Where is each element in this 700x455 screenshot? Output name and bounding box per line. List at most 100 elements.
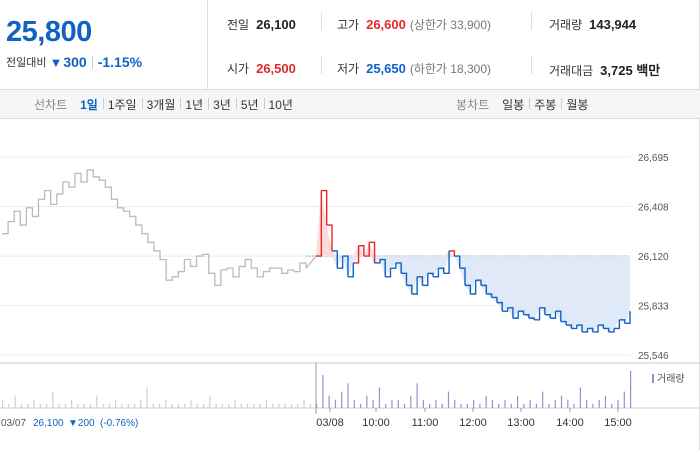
- volume-bar: [265, 399, 267, 408]
- volume-bar: [83, 403, 85, 408]
- today-series-segment: [417, 276, 424, 286]
- tab-3month[interactable]: 3개월: [141, 96, 181, 113]
- today-series-segment: [411, 276, 418, 295]
- volume-bar: [102, 403, 104, 408]
- change-label: 전일대비: [6, 57, 47, 69]
- today-series-segment: [480, 284, 488, 294]
- tab-monthly-candle[interactable]: 월봉: [561, 96, 593, 113]
- volume-bar: [209, 395, 211, 408]
- volume-bar: [479, 403, 481, 408]
- tab-1year[interactable]: 1년: [180, 96, 208, 113]
- x-tick-label: 10:00: [362, 417, 390, 429]
- today-series-segment: [438, 267, 445, 274]
- stat-label: 거래량: [549, 18, 583, 32]
- volume-bar: [623, 391, 625, 408]
- tab-weekly-candle[interactable]: 주봉: [529, 96, 561, 113]
- volume-bar: [140, 399, 142, 408]
- volume-bar: [604, 395, 607, 408]
- volume-bar: [2, 399, 4, 408]
- x-axis-ticks: 03/08 10:00 11:00 12:00 13:00 14:00 15:00: [316, 408, 632, 429]
- volume-bar: [416, 383, 418, 408]
- today-series-segment: [385, 268, 392, 278]
- volume-bar: [353, 399, 355, 408]
- volume-bar: [272, 403, 274, 408]
- today-series-segment: [592, 325, 599, 333]
- tab-1week[interactable]: 1주일: [102, 96, 142, 113]
- volume-bar: [133, 403, 136, 408]
- volume-bar: [96, 395, 98, 408]
- today-series-segment: [379, 258, 386, 277]
- volume-bar: [586, 399, 588, 408]
- volume-bar: [366, 395, 368, 408]
- tab-daily-candle[interactable]: 일봉: [502, 98, 525, 112]
- volume-bar: [71, 399, 73, 408]
- today-series-segment: [363, 242, 370, 257]
- previous-day-series: [2, 169, 307, 287]
- y-tick-label: 26,120: [638, 252, 669, 263]
- volume-bar: [121, 403, 123, 408]
- today-series-segment: [347, 262, 354, 278]
- volume-bar: [341, 391, 343, 408]
- today-series-segment: [491, 296, 498, 303]
- stat-value: 26,600: [366, 17, 406, 32]
- volume-bar: [177, 403, 180, 408]
- volume-bar: [617, 399, 619, 408]
- volume-bar: [33, 399, 35, 408]
- today-series-segment: [544, 313, 551, 319]
- volume-bar: [554, 399, 556, 408]
- x-tick-label: 11:00: [412, 417, 439, 429]
- volume-bar: [39, 403, 41, 408]
- previous-day-line: [2, 169, 317, 287]
- stat-amount: 거래대금 3,725 백만: [549, 60, 660, 79]
- volume-bar: [246, 403, 249, 408]
- tab-3year[interactable]: 3년: [208, 96, 236, 113]
- today-series-segment: [614, 319, 621, 330]
- volume-bar: [548, 403, 550, 408]
- grid: [0, 156, 700, 414]
- volume-legend-label: 거래량: [657, 373, 685, 385]
- stat-low: 저가 25,650 (하한가 18,300): [337, 60, 491, 77]
- volume-bar: [516, 395, 519, 408]
- today-series-segment: [358, 245, 365, 257]
- today-series-segment: [507, 307, 514, 319]
- volume-bar: [240, 403, 242, 408]
- volume-bar: [359, 403, 362, 408]
- stats-grid: 전일 26,100 고가 26,600 (상한가 33,900) 거래량 143…: [209, 0, 699, 90]
- volume-bar: [328, 395, 330, 408]
- down-triangle-icon: ▼: [49, 54, 63, 70]
- today-price-line: [316, 189, 631, 333]
- line-chart-tabs: 선차트 1일 1주일 3개월 1년 3년 5년 10년: [34, 90, 298, 119]
- today-series-segment: [603, 327, 610, 332]
- volume-bar: [454, 399, 456, 408]
- volume-bar: [391, 399, 393, 408]
- today-series-segment: [512, 311, 519, 319]
- volume-bar: [523, 403, 525, 408]
- today-series-segment: [326, 224, 333, 251]
- y-tick-label: 25,833: [638, 302, 669, 313]
- stat-label: 시가: [227, 62, 250, 76]
- volume-bar: [253, 403, 255, 408]
- today-series-segment: [390, 262, 397, 269]
- today-series-segment: [395, 262, 402, 274]
- tab-5year[interactable]: 5년: [235, 96, 264, 113]
- volume-bar: [422, 399, 424, 408]
- volume-bar: [410, 395, 412, 408]
- stat-value: 25,650: [366, 61, 406, 76]
- volume-bar: [58, 403, 60, 408]
- tab-1day[interactable]: 1일: [80, 98, 98, 112]
- volume-bar: [303, 399, 305, 408]
- volume-bar: [221, 403, 223, 408]
- volume-bar: [159, 403, 161, 408]
- today-series-segment: [523, 313, 530, 319]
- volume-bar: [378, 387, 380, 408]
- tab-10year[interactable]: 10년: [263, 96, 298, 113]
- volume-bar: [171, 403, 173, 408]
- today-series-segment: [502, 307, 509, 312]
- volume-bar: [473, 399, 475, 408]
- volume-bar: [504, 399, 506, 408]
- stat-value: 26,500: [256, 61, 296, 76]
- today-series-segment: [427, 272, 434, 277]
- volume-bar: [115, 399, 117, 408]
- today-series-segment: [342, 255, 349, 277]
